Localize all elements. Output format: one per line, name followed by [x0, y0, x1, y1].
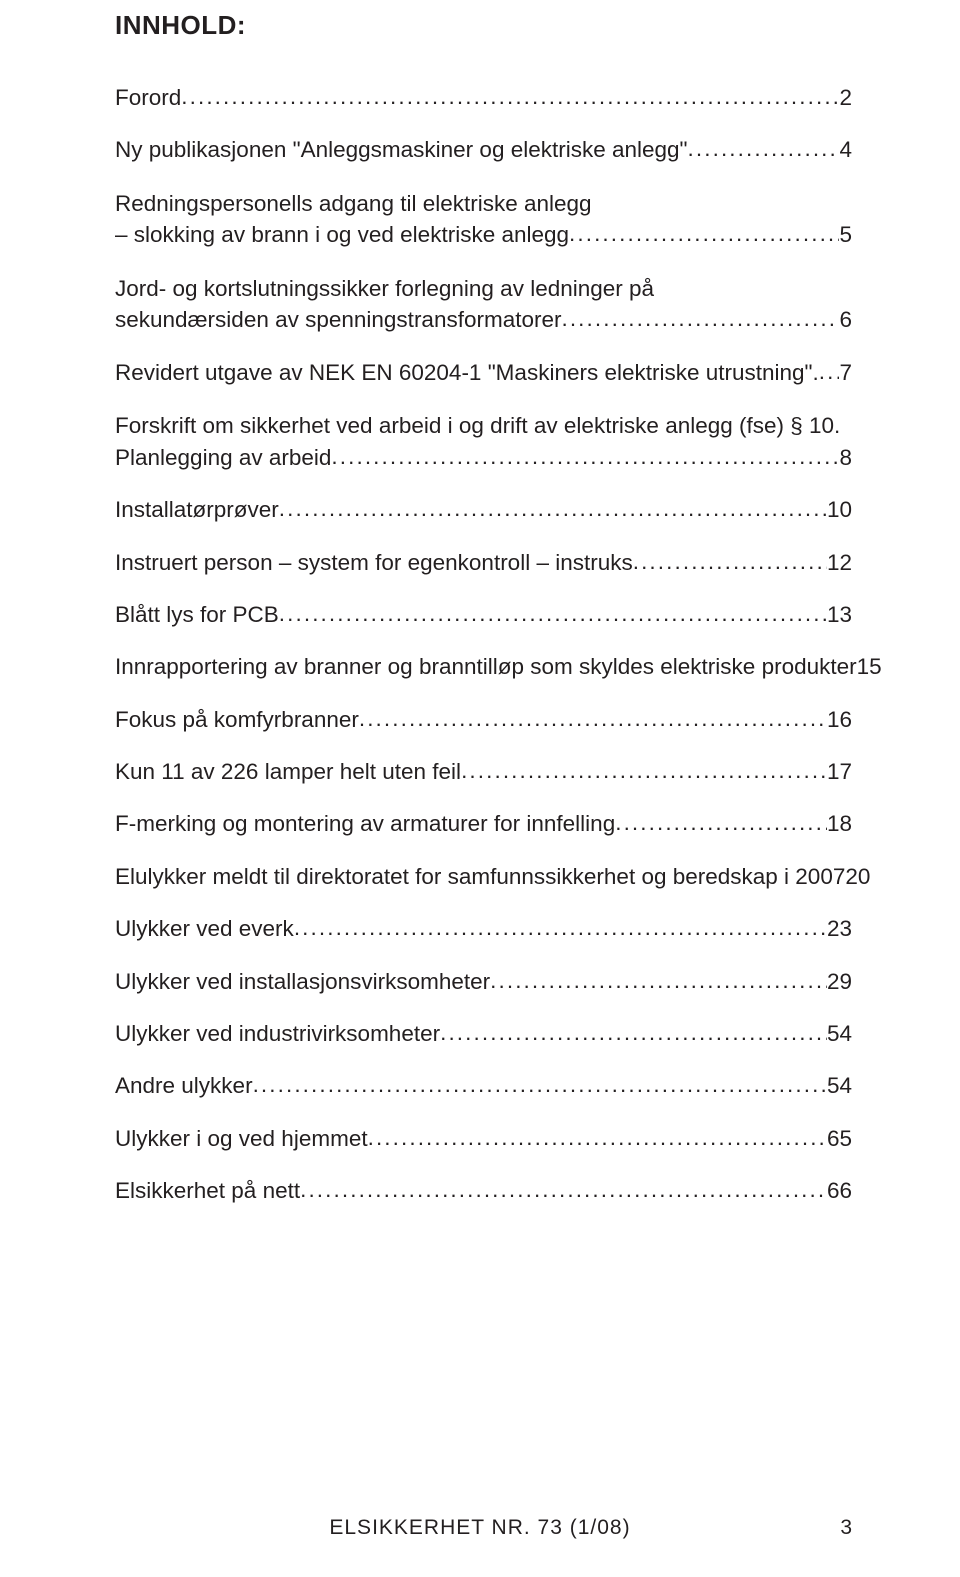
toc-leader-dots: [490, 966, 827, 996]
toc-entry-title: Elsikkerhet på nett: [115, 1176, 300, 1206]
toc-entry: Revidert utgave av NEK EN 60204-1 "Maski…: [115, 358, 852, 388]
toc-entry: Ulykker ved everk 23: [115, 914, 852, 944]
toc-entry-page: 54: [827, 1019, 852, 1049]
toc-entry-page: 65: [827, 1124, 852, 1154]
toc-entry-title: Forord: [115, 83, 181, 113]
toc-entry-title: F-merking og montering av armaturer for …: [115, 809, 615, 839]
toc-entry-row2: – slokking av brann i og ved elektriske …: [115, 219, 852, 251]
toc-leader-dots: [359, 704, 827, 734]
toc-entry-page: 10: [827, 495, 852, 525]
toc-entry: Innrapportering av branner og branntillø…: [115, 652, 852, 682]
toc-leader-dots: [294, 913, 827, 943]
toc-leader-dots: [461, 756, 827, 786]
toc-entry: Blått lys for PCB 13: [115, 600, 852, 630]
toc-entry-title-line1: Redningspersonells adgang til elektriske…: [115, 188, 852, 220]
toc-entry-page: 17: [827, 757, 852, 787]
toc-entry-page: 8: [839, 442, 852, 474]
toc-entry-title: Ulykker ved industrivirksomheter: [115, 1019, 440, 1049]
toc-leader-dots: [688, 134, 840, 164]
toc-leader-dots: [279, 494, 827, 524]
toc-entry-title: Instruert person – system for egenkontro…: [115, 548, 633, 578]
toc-entry-title-line1: Jord- og kortslutningssikker forlegning …: [115, 273, 852, 305]
toc-entry-title: Elulykker meldt til direktoratet for sam…: [115, 862, 845, 892]
toc-leader-dots: [633, 547, 827, 577]
toc-entry-page: 5: [839, 219, 852, 251]
toc-entry-page: 15: [857, 652, 882, 682]
toc-entry: Forskrift om sikkerhet ved arbeid i og d…: [115, 410, 852, 473]
toc-entry: Ulykker ved installasjonsvirksomheter 29: [115, 967, 852, 997]
toc-leader-dots: [440, 1018, 827, 1048]
toc-entry-title: Installatørprøver: [115, 495, 279, 525]
toc-entry-title-line1: Forskrift om sikkerhet ved arbeid i og d…: [115, 410, 852, 442]
toc-entry-page: 12: [827, 548, 852, 578]
toc-entry: Elulykker meldt til direktoratet for sam…: [115, 862, 852, 892]
toc-entry-title: Andre ulykker: [115, 1071, 253, 1101]
toc-entry-title: Kun 11 av 226 lamper helt uten feil: [115, 757, 461, 787]
toc-leader-dots: [569, 218, 839, 250]
toc-entry: Jord- og kortslutningssikker forlegning …: [115, 273, 852, 336]
toc-entry: Ny publikasjonen "Anleggsmaskiner og ele…: [115, 135, 852, 165]
toc-entry-page: 20: [845, 862, 870, 892]
toc-leader-dots: [819, 357, 840, 387]
page-content: INNHOLD: Forord 2 Ny publikasjonen "Anlegg…: [0, 0, 960, 1206]
toc-entry-page: 29: [827, 967, 852, 997]
toc-entry-title: Innrapportering av branner og branntillø…: [115, 652, 857, 682]
toc-entry-title: Ulykker ved everk: [115, 914, 294, 944]
toc-entry-title: Blått lys for PCB: [115, 600, 279, 630]
toc-entry-title: Ny publikasjonen "Anleggsmaskiner og ele…: [115, 135, 688, 165]
footer-text: ELSIKKERHET NR. 73 (1/08): [329, 1516, 630, 1539]
toc-entry: Elsikkerhet på nett 66: [115, 1176, 852, 1206]
toc-entry-page: 54: [827, 1071, 852, 1101]
toc-entry-row2: sekundærsiden av spenningstransformatore…: [115, 304, 852, 336]
toc-entry: Installatørprøver 10: [115, 495, 852, 525]
toc-entry: Kun 11 av 226 lamper helt uten feil 17: [115, 757, 852, 787]
footer-page-number: 3: [840, 1516, 852, 1540]
toc-entry-title-line2: sekundærsiden av spenningstransformatore…: [115, 304, 561, 336]
page-footer: ELSIKKERHET NR. 73 (1/08) 3: [0, 1516, 960, 1540]
toc-leader-dots: [368, 1123, 827, 1153]
toc-entry-page: 23: [827, 914, 852, 944]
toc-leader-dots: [279, 599, 827, 629]
toc-entry: Ulykker i og ved hjemmet 65: [115, 1124, 852, 1154]
toc-entry-page: 16: [827, 705, 852, 735]
toc-entry-page: 7: [839, 358, 852, 388]
toc-entry: Fokus på komfyrbranner 16: [115, 705, 852, 735]
toc-entry-title-line2: – slokking av brann i og ved elektriske …: [115, 219, 569, 251]
toc-entry-title-line2: Planlegging av arbeid: [115, 442, 331, 474]
toc-leader-dots: [300, 1175, 827, 1205]
toc-entry-page: 4: [839, 135, 852, 165]
toc-leader-dots: [331, 441, 839, 473]
toc-entry-page: 13: [827, 600, 852, 630]
toc-entry-page: 2: [839, 83, 852, 113]
toc-leader-dots: [181, 82, 839, 112]
toc-leader-dots: [253, 1070, 827, 1100]
toc-entry-row2: Planlegging av arbeid 8: [115, 442, 852, 474]
toc-entry-title: Fokus på komfyrbranner: [115, 705, 359, 735]
toc-entry-title: Ulykker i og ved hjemmet: [115, 1124, 368, 1154]
toc-heading: INNHOLD:: [115, 10, 852, 41]
toc-entry-title: Ulykker ved installasjonsvirksomheter: [115, 967, 490, 997]
toc-entry: Forord 2: [115, 83, 852, 113]
toc-leader-dots: [615, 808, 827, 838]
toc-entry: Redningspersonells adgang til elektriske…: [115, 188, 852, 251]
toc-entry-page: 66: [827, 1176, 852, 1206]
toc-entry: Andre ulykker 54: [115, 1071, 852, 1101]
toc-entry-page: 18: [827, 809, 852, 839]
toc-container: Forord 2 Ny publikasjonen "Anleggsmaskiner…: [115, 83, 852, 1206]
toc-leader-dots: [561, 303, 839, 335]
toc-entry-title: Revidert utgave av NEK EN 60204-1 "Maski…: [115, 358, 819, 388]
toc-entry: Instruert person – system for egenkontro…: [115, 548, 852, 578]
toc-entry: Ulykker ved industrivirksomheter 54: [115, 1019, 852, 1049]
toc-entry: F-merking og montering av armaturer for …: [115, 809, 852, 839]
toc-entry-page: 6: [839, 304, 852, 336]
